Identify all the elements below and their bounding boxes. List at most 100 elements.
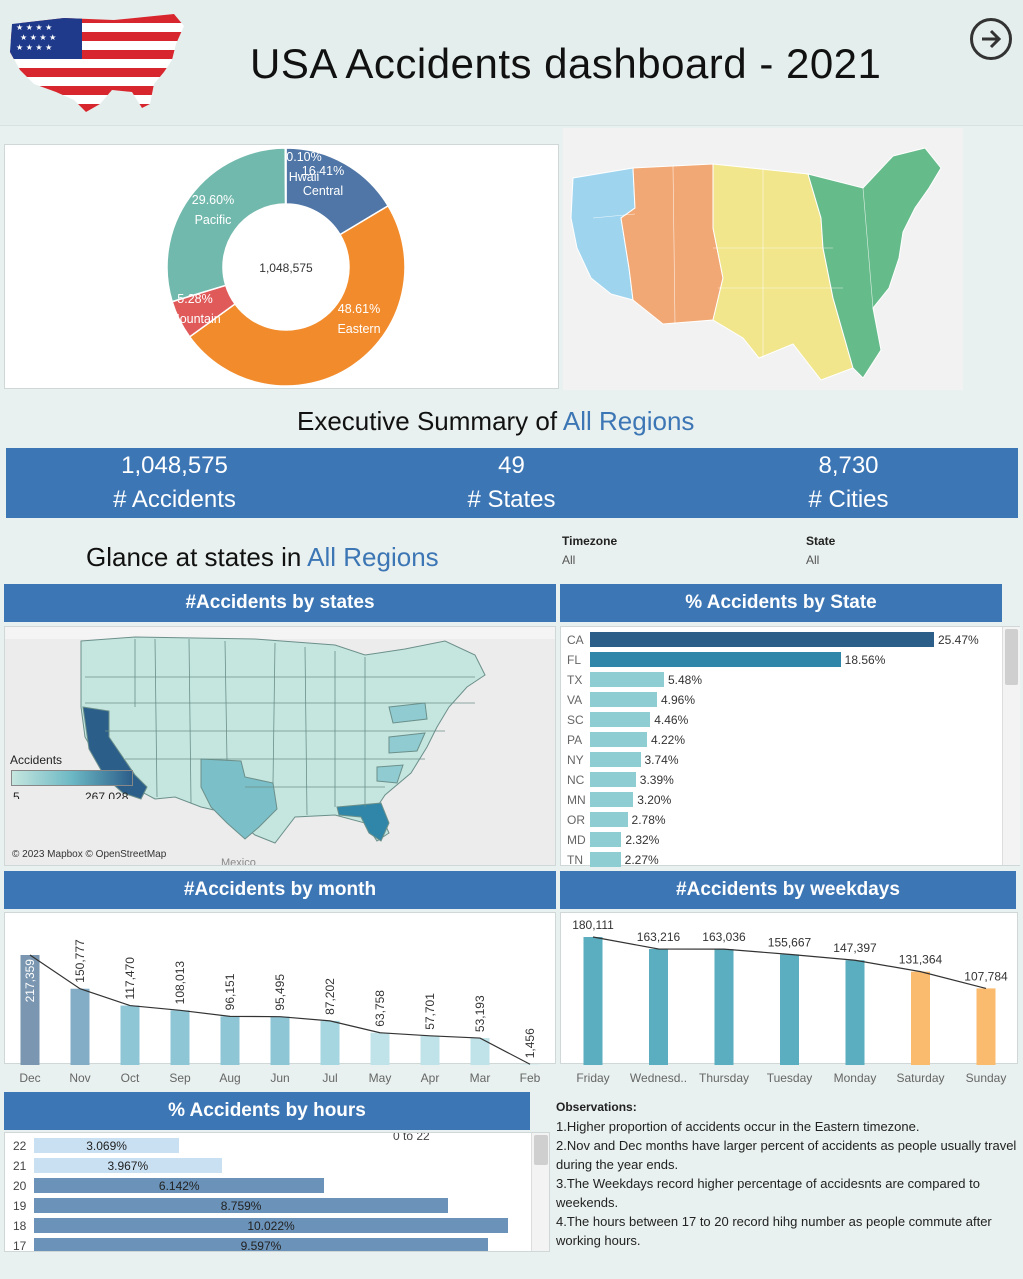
state-row[interactable]: TX 5.48% — [561, 671, 1001, 689]
month-value-label: 57,701 — [423, 993, 437, 1030]
next-page-button[interactable] — [970, 18, 1012, 60]
hour-pct: 3.069% — [86, 1139, 127, 1153]
state-list-scrollbar[interactable] — [1002, 627, 1020, 865]
month-value-label: 53,193 — [473, 995, 487, 1032]
timezone-filter[interactable]: Timezone All — [562, 534, 762, 567]
hour-pct: 9.597% — [240, 1239, 282, 1252]
month-bar — [70, 988, 90, 1065]
hour-bar — [34, 1198, 449, 1213]
state-bar — [590, 692, 657, 707]
weekday-tick-label: Thursday — [699, 1071, 749, 1085]
hours-scrollbar[interactable] — [531, 1133, 549, 1251]
donut-slice-hwaii — [284, 147, 287, 205]
weekday-bar — [714, 949, 734, 1065]
month-bar — [420, 1035, 440, 1065]
hours-panel: 22 3.069% 21 3.967% 20 6.142% 19 8.759% 18 10.022… — [4, 1132, 550, 1252]
weekday-value-label: 107,784 — [964, 969, 1008, 983]
weekday-tick-label: Saturday — [896, 1071, 944, 1085]
month-bar — [520, 1064, 540, 1065]
month-tick-label: Aug — [219, 1071, 240, 1085]
donut-name-label: Pacific — [195, 213, 232, 227]
hour-row[interactable]: 21 3.967% — [5, 1157, 529, 1175]
state-bar — [590, 712, 651, 727]
legend-title: Accidents — [10, 753, 63, 767]
state-row[interactable]: OR 2.78% — [561, 811, 1001, 829]
state-code: PA — [567, 733, 583, 747]
month-tick-label: Apr — [421, 1071, 440, 1085]
month-bar — [20, 955, 40, 1065]
glance-title: Glance at states in All Regions — [86, 542, 439, 572]
hour-row[interactable]: 19 8.759% — [5, 1197, 529, 1215]
states-map-panel: Accidents 5 267,028 © 2023 Mapbox © Open… — [4, 626, 556, 866]
hour-label: 20 — [13, 1179, 27, 1193]
state-code: SC — [567, 713, 584, 727]
page-title: USA Accidents dashboard - 2021 — [250, 40, 882, 87]
weekday-tick-label: Monday — [834, 1071, 877, 1085]
hour-label: 17 — [13, 1239, 27, 1252]
month-value-label: 117,470 — [123, 957, 137, 1000]
state-row[interactable]: CA 25.47% — [561, 631, 1001, 649]
state-row[interactable]: FL 18.56% — [561, 651, 1001, 669]
weekday-bar — [911, 971, 930, 1065]
observation-3: 3.The Weekdays record higher percentage … — [556, 1176, 980, 1210]
hour-row[interactable]: 17 9.597% — [5, 1237, 529, 1252]
scrollbar-thumb[interactable] — [1005, 629, 1018, 685]
observation-2: 2.Nov and Dec months have larger percent… — [556, 1138, 1017, 1172]
state-filter-value[interactable]: All — [806, 553, 820, 567]
month-value-label: 87,202 — [323, 978, 337, 1015]
timezone-filter-value[interactable]: All — [562, 553, 576, 567]
month-tick-label: Mar — [470, 1071, 491, 1085]
state-code: CA — [567, 633, 584, 647]
month-tick-label: Dec — [19, 1071, 40, 1085]
svg-text:★ ★ ★ ★: ★ ★ ★ ★ — [16, 43, 52, 52]
state-code: VA — [567, 693, 583, 707]
svg-text:★ ★ ★ ★: ★ ★ ★ ★ — [20, 33, 56, 42]
hour-label: 18 — [13, 1219, 27, 1233]
state-filter[interactable]: State All — [806, 534, 1006, 567]
state-row[interactable]: NC 3.39% — [561, 771, 1001, 789]
month-tick-label: Jun — [270, 1071, 289, 1085]
kpi-bar: 1,048,575 # Accidents 49 # States 8,730 … — [6, 448, 1018, 518]
hour-row[interactable]: 18 10.022% — [5, 1217, 529, 1235]
hour-row[interactable]: 20 6.142% — [5, 1177, 529, 1195]
month-value-label: 108,013 — [173, 961, 187, 1005]
donut-name-label: Mountain — [169, 312, 220, 326]
month-trend-line — [29, 954, 531, 1065]
timezone-map — [563, 128, 963, 390]
weekday-trend-line — [592, 936, 987, 989]
state-pct: 2.32% — [625, 833, 660, 847]
month-value-label: 95,495 — [273, 974, 287, 1011]
state-pct: 4.46% — [654, 713, 689, 727]
state-bar — [590, 832, 622, 847]
month-bar-chart: 217,359 Dec 150,777 Nov 117,470 Oct 108,013 Sep… — [19, 939, 540, 1085]
donut-pct-label: 48.61% — [338, 302, 380, 316]
state-row[interactable]: SC 4.46% — [561, 711, 1001, 729]
state-row[interactable]: VA 4.96% — [561, 691, 1001, 709]
hour-pct: 10.022% — [247, 1219, 295, 1233]
state-row[interactable]: MD 2.32% — [561, 831, 1001, 849]
month-tick-label: Jul — [322, 1071, 337, 1085]
state-pct: 3.20% — [637, 793, 672, 807]
states-choropleth-map[interactable] — [5, 627, 556, 866]
weekday-value-label: 155,667 — [768, 935, 812, 949]
hour-row[interactable]: 22 3.069% — [5, 1137, 529, 1155]
observation-1: 1.Higher proportion of accidents occur i… — [556, 1119, 920, 1134]
hour-bar — [34, 1238, 488, 1251]
hours-scrollbar-thumb[interactable] — [534, 1135, 548, 1165]
state-filter-label: State — [806, 534, 836, 548]
month-heading: #Accidents by month — [4, 871, 556, 909]
state-pct: 3.39% — [639, 773, 674, 787]
state-row[interactable]: NY 3.74% — [561, 751, 1001, 769]
state-pct: 3.74% — [644, 753, 679, 767]
kpi-accidents: 1,048,575 # Accidents — [113, 452, 236, 513]
state-bar — [590, 792, 634, 807]
legend-min: 5 — [13, 790, 20, 799]
weekday-panel: 180,111 Friday 163,216 Wednesd.. 163,036 Thur… — [560, 912, 1018, 1085]
state-row[interactable]: MN 3.20% — [561, 791, 1001, 809]
state-pct: 4.96% — [660, 693, 696, 707]
month-value-label: 150,777 — [73, 939, 87, 983]
state-row[interactable]: TN 2.27% — [561, 851, 1001, 869]
state-row[interactable]: PA 4.22% — [561, 731, 1001, 749]
state-code: OR — [567, 813, 585, 827]
weekday-bar — [583, 937, 603, 1065]
